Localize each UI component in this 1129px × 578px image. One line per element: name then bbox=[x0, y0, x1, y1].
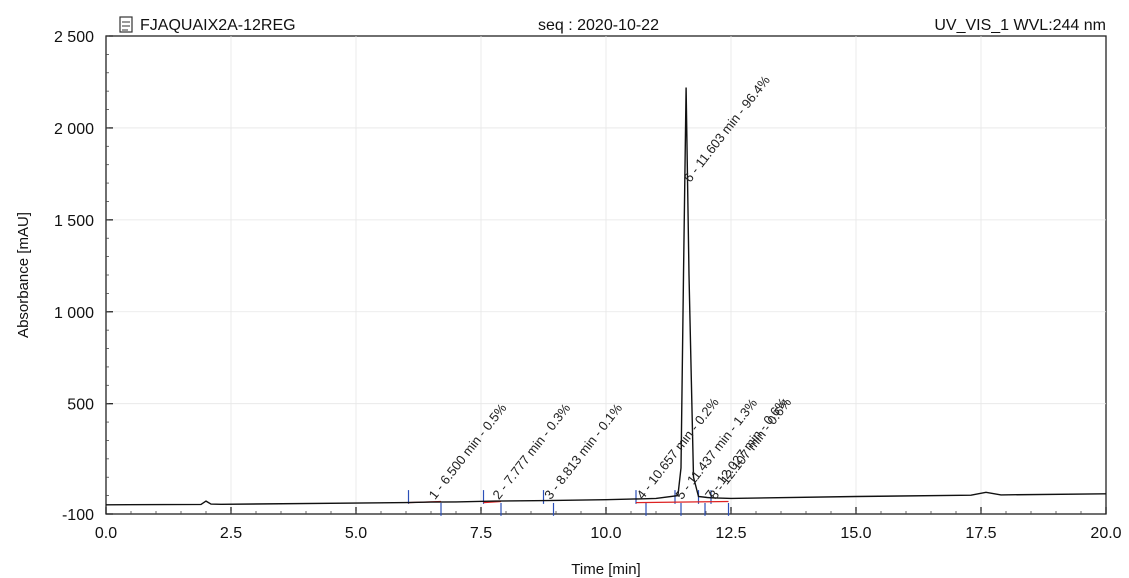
sequence-label: seq : 2020-10-22 bbox=[538, 17, 659, 34]
sample-name: FJAQUAIX2A-12REG bbox=[140, 17, 296, 34]
baseline-segment bbox=[635, 500, 729, 504]
x-axis: 0.0 2.5 5.0 7.5 10.0 12.5 15.0 17.5 20.0 bbox=[95, 507, 1122, 542]
x-tick-label: 17.5 bbox=[965, 525, 996, 542]
y-tick-label: 2 500 bbox=[54, 29, 94, 46]
chromatogram-trace bbox=[105, 87, 1107, 506]
x-axis-label: Time [min] bbox=[571, 561, 640, 578]
y-tick-label: -100 bbox=[62, 507, 94, 524]
y-axis: -100 500 1 000 1 500 2 000 2 500 bbox=[54, 29, 113, 524]
x-tick-label: 2.5 bbox=[220, 525, 242, 542]
y-tick-label: 500 bbox=[67, 397, 94, 414]
y-axis-label: Absorbance [mAU] bbox=[15, 212, 32, 338]
x-tick-label: 0.0 bbox=[95, 525, 117, 542]
y-tick-label: 1 000 bbox=[54, 305, 94, 322]
y-tick-label: 1 500 bbox=[54, 213, 94, 230]
grid bbox=[106, 36, 1106, 514]
x-tick-label: 10.0 bbox=[590, 525, 621, 542]
x-tick-label: 20.0 bbox=[1090, 525, 1121, 542]
y-tick-label: 2 000 bbox=[54, 121, 94, 138]
sample-document-icon bbox=[119, 16, 133, 33]
x-tick-label: 5.0 bbox=[345, 525, 367, 542]
detector-label: UV_VIS_1 WVL:244 nm bbox=[934, 17, 1106, 34]
x-tick-label: 12.5 bbox=[715, 525, 746, 542]
x-tick-label: 15.0 bbox=[840, 525, 871, 542]
x-tick-label: 7.5 bbox=[470, 525, 492, 542]
